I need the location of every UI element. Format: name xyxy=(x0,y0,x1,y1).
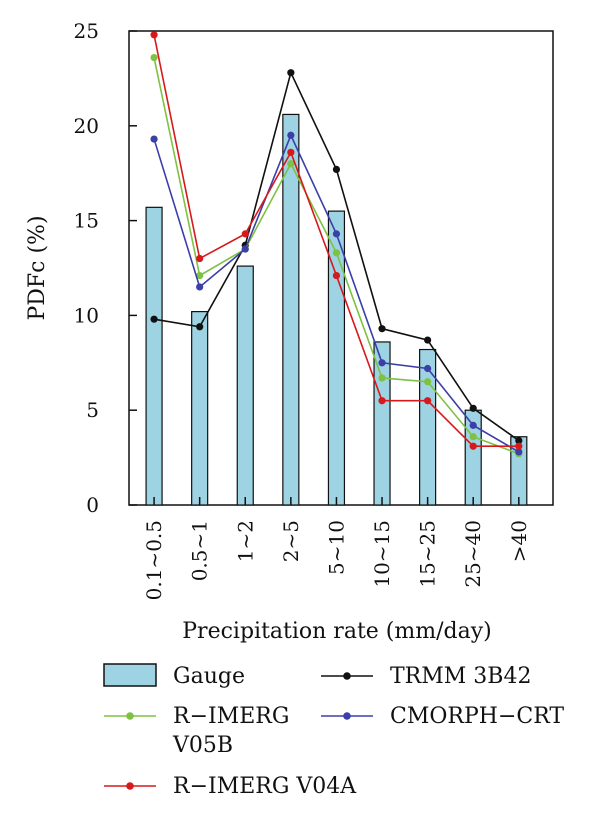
point-r-imerg-v04a-5-10 xyxy=(332,271,341,280)
point-r-imerg-v05b-15-25 xyxy=(424,378,432,386)
x-tick-label-25-40: 25~40 xyxy=(461,520,485,588)
legend-marker-v05b xyxy=(126,712,134,720)
point-trmm-3b42-5-10 xyxy=(332,165,341,174)
x-tick-label-5-10: 5~10 xyxy=(324,520,348,575)
y-tick-label-25: 25 xyxy=(74,19,99,43)
legend-label-v05b-line2: V05B xyxy=(172,733,233,758)
point-cmorph-crt-0-1-0-5 xyxy=(150,135,158,143)
bar-gauge-10-15 xyxy=(373,341,391,506)
point-trmm-3b42-15-25 xyxy=(424,336,432,344)
point-trmm-3b42-10-15 xyxy=(378,325,386,333)
legend-item-v05b: R−IMERG V05B xyxy=(104,704,289,758)
point-r-imerg-v04a-40 xyxy=(515,442,523,450)
point-cmorph-crt-15-25 xyxy=(424,364,432,373)
point-r-imerg-v04a-15-25 xyxy=(424,397,432,405)
bar-gauge-15-25 xyxy=(419,348,437,506)
point-r-imerg-v05b-2-5 xyxy=(287,160,295,168)
point-r-imerg-v04a-2-5 xyxy=(287,148,295,156)
point-r-imerg-v05b-10-15 xyxy=(378,374,386,382)
x-tick-label-0-1-0-5: 0.1~0.5 xyxy=(142,520,166,600)
point-cmorph-crt-40 xyxy=(515,448,523,456)
point-r-imerg-v05b-0-1-0-5 xyxy=(150,53,158,62)
gauge-bars xyxy=(145,113,528,506)
y-tick-label-5: 5 xyxy=(86,398,99,422)
point-cmorph-crt-10-15 xyxy=(378,359,386,367)
y-axis-title: PDFc (%) xyxy=(25,215,50,320)
legend-label-cmorph: CMORPH−CRT xyxy=(390,704,564,729)
x-tick-label-40: >40 xyxy=(507,520,531,562)
legend-marker-v04a xyxy=(126,782,134,790)
bar-gauge-0-1-0-5 xyxy=(145,206,163,506)
y-tick-label-20: 20 xyxy=(74,114,99,138)
point-r-imerg-v04a-10-15 xyxy=(378,397,386,405)
point-trmm-3b42-40 xyxy=(515,436,523,445)
legend-label-trmm: TRMM 3B42 xyxy=(390,664,531,689)
x-tick-label-15-25: 15~25 xyxy=(416,520,440,588)
legend-swatch-gauge xyxy=(103,663,157,687)
plot-area xyxy=(128,30,554,506)
legend-item-trmm: TRMM 3B42 xyxy=(321,664,531,689)
product-lines xyxy=(150,31,523,458)
x-axis-title: Precipitation rate (mm/day) xyxy=(182,619,491,644)
legend-label-v05b-line1: R−IMERG xyxy=(173,704,289,729)
point-r-imerg-v05b-5-10 xyxy=(332,249,341,257)
point-r-imerg-v04a-0-1-0-5 xyxy=(150,31,158,39)
point-trmm-3b42-2-5 xyxy=(287,69,295,77)
y-axis: 0 5 10 15 20 25 xyxy=(74,19,137,517)
legend: Gauge TRMM 3B42 R−IMERG V05B CMORPH−CRT … xyxy=(103,663,564,799)
point-r-imerg-v04a-1-2 xyxy=(241,230,249,238)
point-cmorph-crt-0-5-1 xyxy=(196,283,204,291)
point-cmorph-crt-25-40 xyxy=(469,421,477,429)
point-r-imerg-v05b-0-5-1 xyxy=(196,271,204,280)
legend-marker-cmorph xyxy=(343,712,351,720)
bar-gauge-1-2 xyxy=(236,265,254,506)
point-r-imerg-v05b-25-40 xyxy=(469,433,477,441)
point-trmm-3b42-0-1-0-5 xyxy=(150,315,158,323)
x-axis: 0.1~0.5 0.5~1 1~2 2~5 5~10 10~15 15~25 25~40 >40 xyxy=(142,497,531,600)
legend-item-v04a: R−IMERG V04A xyxy=(104,774,357,799)
point-cmorph-crt-2-5 xyxy=(287,131,295,139)
point-r-imerg-v04a-25-40 xyxy=(469,442,477,450)
x-tick-label-10-15: 10~15 xyxy=(370,520,394,588)
x-tick-label-0-5-1: 0.5~1 xyxy=(188,520,212,581)
bar-gauge-0-5-1 xyxy=(191,311,209,506)
legend-marker-trmm xyxy=(343,672,351,680)
y-tick-label-0: 0 xyxy=(86,493,99,517)
legend-item-cmorph: CMORPH−CRT xyxy=(321,704,564,729)
point-trmm-3b42-0-5-1 xyxy=(196,323,204,331)
y-tick-label-15: 15 xyxy=(74,209,99,233)
point-cmorph-crt-5-10 xyxy=(332,230,341,238)
legend-item-gauge: Gauge xyxy=(103,663,245,689)
x-tick-label-1-2: 1~2 xyxy=(233,520,257,562)
legend-label-gauge: Gauge xyxy=(173,664,245,689)
point-r-imerg-v04a-0-5-1 xyxy=(196,254,204,263)
y-tick-label-10: 10 xyxy=(74,303,99,327)
x-tick-label-2-5: 2~5 xyxy=(279,520,303,562)
legend-label-v04a: R−IMERG V04A xyxy=(173,774,357,799)
point-cmorph-crt-1-2 xyxy=(241,245,249,253)
point-trmm-3b42-25-40 xyxy=(469,404,477,412)
